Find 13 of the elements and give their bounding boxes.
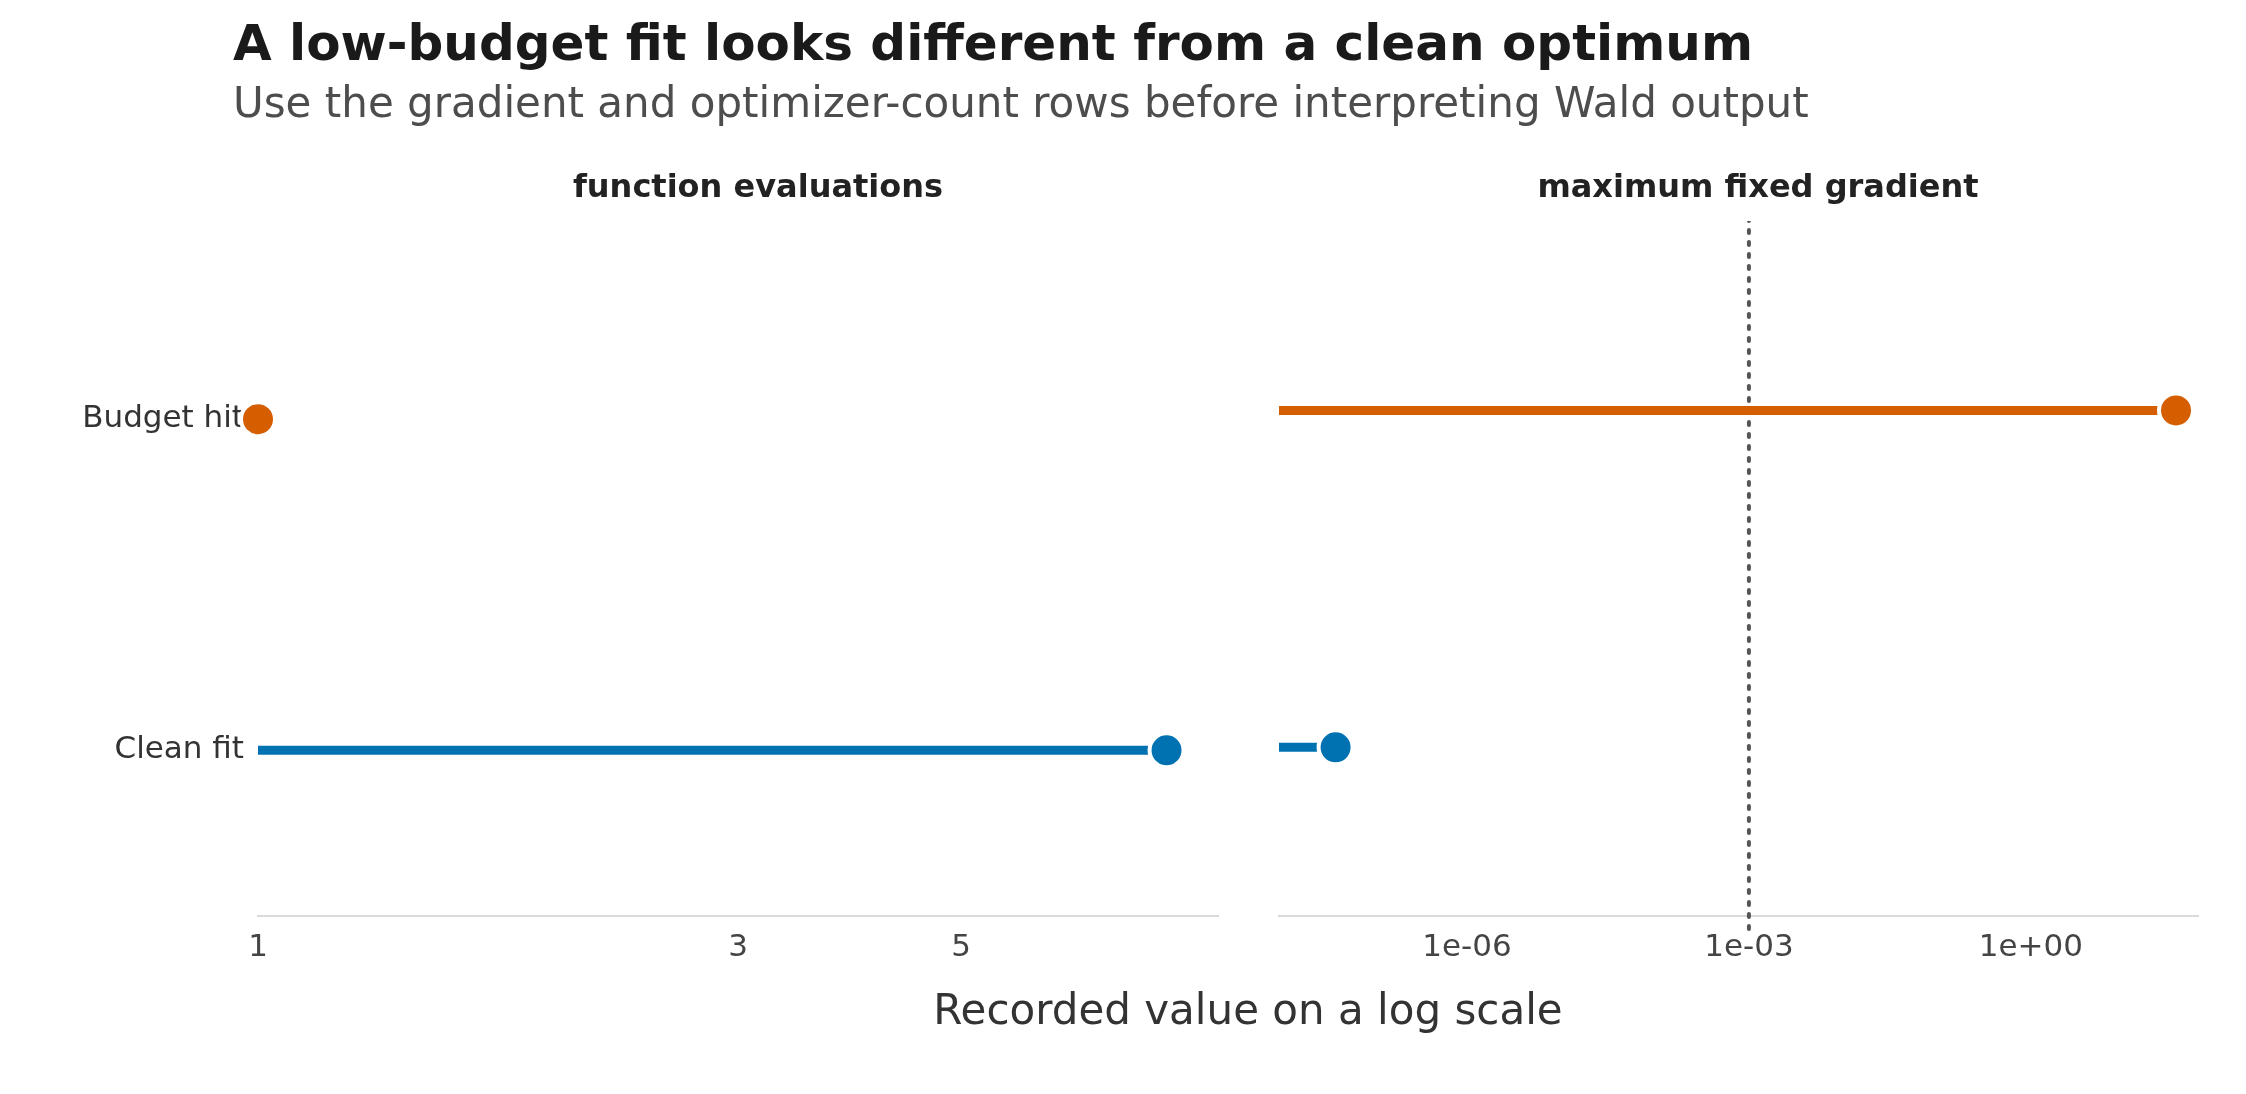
x-tick-label: 1 <box>248 927 268 964</box>
x-tick-label: 5 <box>951 927 972 964</box>
x-tick-label: 1e+00 <box>1978 927 2083 964</box>
x-tick-label: 1e-06 <box>1422 927 1512 964</box>
text: function evaluations <box>572 167 944 205</box>
y-tick-label: Clean fit <box>114 729 244 766</box>
annotation: maximum fixed gradient <box>1537 167 1979 205</box>
x-tick-label: 3 <box>728 927 748 964</box>
x-tick-label: 1e-03 <box>1704 927 1794 964</box>
chart-title: A low-budget fit looks different from a clean optimum <box>233 14 1754 72</box>
x-axis-title: Recorded value on a log scale <box>932 985 1564 1034</box>
y-tick-label: Budget hit <box>82 398 244 435</box>
chart-subtitle: Use the gradient and optimizer-count rows before interpreting Wald output <box>233 78 1810 127</box>
